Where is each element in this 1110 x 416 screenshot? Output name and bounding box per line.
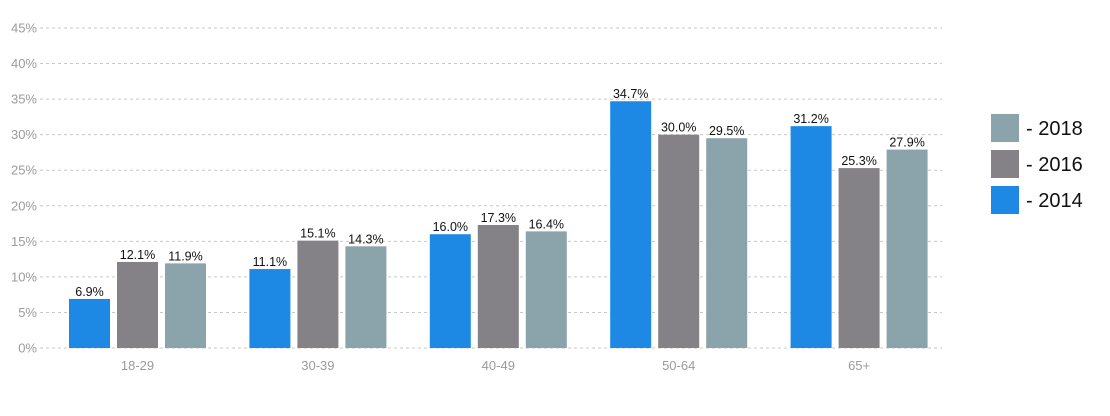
x-category-label: 50-64	[662, 358, 695, 373]
y-tick-label: 35%	[11, 92, 37, 107]
bar-2016-50-64	[658, 134, 700, 348]
data-label: 31.2%	[793, 112, 828, 126]
bar-2018-50-64	[706, 138, 748, 348]
data-label: 16.4%	[529, 217, 564, 231]
bar-2014-40-49	[429, 234, 471, 348]
bar-2018-30-39	[345, 246, 387, 348]
x-category-label: 18-29	[121, 358, 154, 373]
legend-label-2018: - 2018	[1026, 118, 1083, 140]
y-tick-label: 10%	[11, 269, 37, 284]
legend-swatch-2018	[991, 114, 1019, 142]
legend-swatch-2016	[991, 150, 1019, 178]
bar-2016-30-39	[297, 240, 339, 348]
data-label: 27.9%	[889, 136, 924, 150]
y-tick-label: 40%	[11, 56, 37, 71]
bar-2014-50-64	[610, 101, 652, 348]
y-tick-label: 30%	[11, 127, 37, 142]
bar-2016-40-49	[477, 224, 519, 348]
x-axis-categories: 18-29 30-39 40-49 50-64 65+	[121, 358, 870, 373]
x-category-label: 30-39	[301, 358, 334, 373]
data-label: 11.1%	[253, 255, 288, 269]
data-label: 29.5%	[709, 124, 744, 138]
y-tick-label: 5%	[18, 305, 37, 320]
data-label: 30.0%	[661, 121, 696, 135]
bar-2014-18-29	[69, 298, 110, 348]
y-tick-label: 45%	[11, 21, 37, 36]
bar-2018-65+	[886, 149, 928, 348]
bars	[69, 101, 928, 348]
bar-2018-40-49	[525, 231, 567, 348]
data-label: 6.9%	[75, 285, 104, 299]
data-label: 12.1%	[120, 248, 155, 262]
bar-2014-65+	[790, 126, 832, 348]
bar-2016-65+	[838, 168, 880, 348]
legend-label-2016: - 2016	[1026, 154, 1083, 176]
bar-2014-30-39	[249, 269, 291, 348]
y-tick-label: 15%	[11, 234, 37, 249]
x-category-label: 65+	[848, 358, 870, 373]
bar-2016-18-29	[117, 261, 158, 348]
legend-swatch-2014	[991, 186, 1019, 214]
y-tick-label: 20%	[11, 198, 37, 213]
legend: - 2018 - 2016 - 2014	[991, 114, 1083, 214]
data-label: 16.0%	[433, 220, 468, 234]
data-label: 11.9%	[168, 249, 203, 263]
data-label: 14.3%	[348, 232, 383, 246]
y-axis-ticks: 0% 5% 10% 15% 20% 25% 30% 35% 40% 45%	[11, 21, 37, 356]
data-label: 34.7%	[613, 87, 648, 101]
data-label: 15.1%	[300, 227, 335, 241]
data-labels: 6.9% 12.1% 11.9% 11.1% 15.1% 14.3% 16.0% 17.3% 1…	[75, 87, 925, 299]
y-tick-label: 0%	[18, 341, 37, 356]
data-label: 25.3%	[841, 154, 876, 168]
y-tick-label: 25%	[11, 163, 37, 178]
legend-label-2014: - 2014	[1026, 190, 1083, 212]
bar-2018-18-29	[165, 263, 206, 348]
x-category-label: 40-49	[482, 358, 515, 373]
data-label: 17.3%	[481, 211, 516, 225]
